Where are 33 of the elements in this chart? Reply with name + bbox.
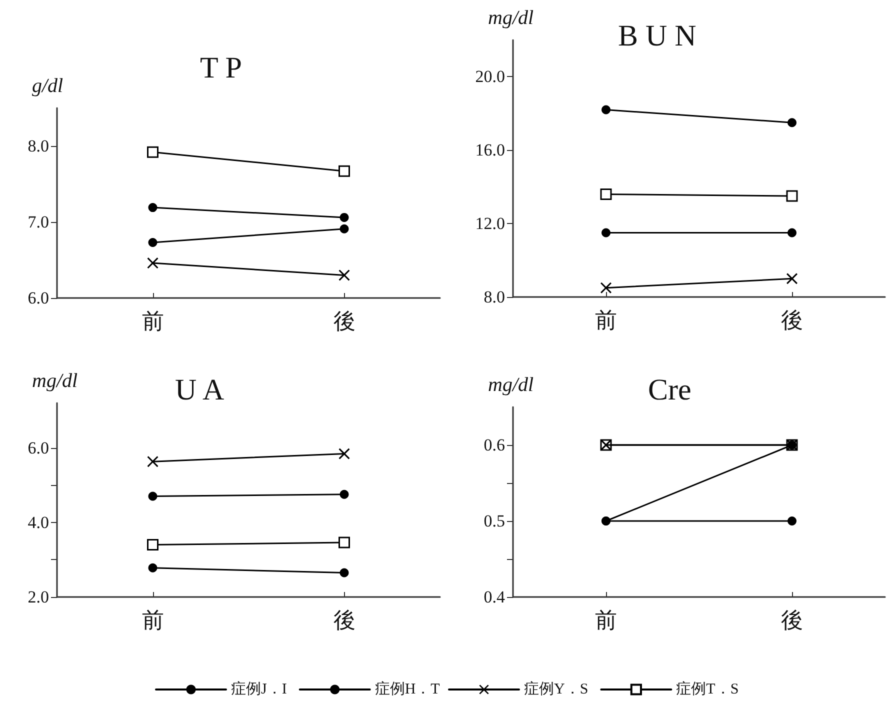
y-tick-label: 0.4 bbox=[484, 588, 506, 606]
legend-label: 症例Y．S bbox=[524, 680, 588, 698]
x-tick-label: 後 bbox=[333, 608, 356, 632]
y-tick-label: 2.0 bbox=[28, 588, 49, 606]
y-tick-label: 7.0 bbox=[28, 212, 49, 232]
y-tick-label: 6.0 bbox=[28, 438, 49, 458]
chart-title: Cre bbox=[648, 374, 692, 406]
chart-title: U A bbox=[175, 374, 225, 406]
y-tick-label: 8.0 bbox=[28, 136, 49, 156]
legend-label: 症例J．I bbox=[231, 680, 287, 698]
x-tick-label: 前 bbox=[595, 608, 617, 632]
x-tick-label: 後 bbox=[781, 308, 803, 332]
y-tick-label: 0.6 bbox=[484, 436, 505, 454]
y-axis-title: mg/dl bbox=[488, 374, 534, 396]
y-tick-label: 20.0 bbox=[475, 67, 505, 86]
y-tick-label: 0.5 bbox=[484, 512, 505, 530]
chart-title: T P bbox=[200, 52, 242, 84]
chart-title: B U N bbox=[618, 20, 696, 52]
y-tick-label: 8.0 bbox=[484, 288, 505, 306]
y-tick-label: 4.0 bbox=[28, 512, 49, 532]
x-tick-label: 前 bbox=[142, 308, 164, 334]
y-tick-label: 16.0 bbox=[475, 140, 505, 160]
y-axis-title: mg/dl bbox=[488, 7, 534, 29]
y-axis-title: g/dl bbox=[32, 75, 64, 97]
x-tick-label: 前 bbox=[595, 308, 617, 332]
x-tick-label: 前 bbox=[142, 608, 164, 632]
y-tick-label: 12.0 bbox=[475, 214, 505, 234]
legend-label: 症例T．S bbox=[676, 680, 739, 698]
legend-label: 症例H．T bbox=[374, 680, 440, 698]
y-tick-label: 6.0 bbox=[28, 288, 49, 308]
x-tick-label: 後 bbox=[781, 608, 803, 632]
y-axis-title: mg/dl bbox=[32, 370, 78, 392]
x-tick-label: 後 bbox=[333, 308, 356, 334]
